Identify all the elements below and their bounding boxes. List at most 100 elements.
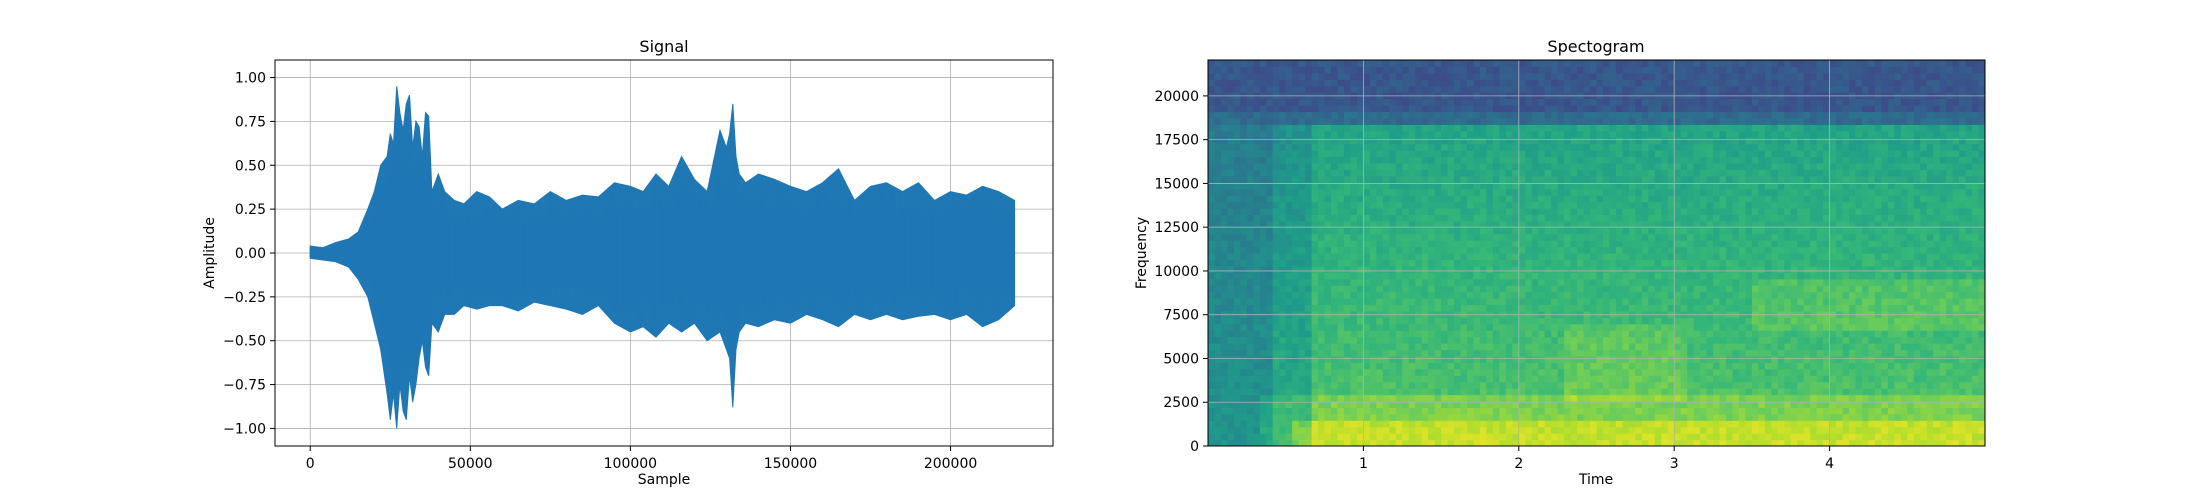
spectrogram-cell <box>1473 118 1480 125</box>
spectrogram-cell <box>1674 382 1681 389</box>
spectrogram-cell <box>1480 420 1487 427</box>
spectrogram-cell <box>1609 369 1616 376</box>
spectrogram-cell <box>1214 356 1221 363</box>
spectrogram-cell <box>1499 86 1506 93</box>
spectrogram-cell <box>1279 157 1286 164</box>
spectrogram-cell <box>1512 169 1519 176</box>
spectrogram-cell <box>1577 388 1584 395</box>
spectrogram-cell <box>1318 420 1325 427</box>
spectrogram-cell <box>1635 388 1642 395</box>
spectrogram-cell <box>1661 157 1668 164</box>
spectrogram-cell <box>1350 324 1357 331</box>
spectrogram-cell <box>1325 414 1332 421</box>
spectrogram-cell <box>1292 105 1299 112</box>
spectrogram-cell <box>1590 369 1597 376</box>
spectrogram-cell <box>1668 195 1675 202</box>
spectrogram-cell <box>1331 279 1338 286</box>
spectrogram-cell <box>1441 298 1448 305</box>
spectrogram-cell <box>1564 292 1571 299</box>
spectrogram-cell <box>1402 131 1409 138</box>
spectrogram-cell <box>1538 272 1545 279</box>
spectrogram-cell <box>1564 247 1571 254</box>
spectrogram-cell <box>1648 163 1655 170</box>
spectrogram-cell <box>1435 247 1442 254</box>
spectrogram-cell <box>1661 324 1668 331</box>
spectrogram-cell <box>1584 163 1591 170</box>
spectrogram-cell <box>1480 227 1487 234</box>
spectrogram-cell <box>1389 407 1396 414</box>
spectrogram-cell <box>1584 272 1591 279</box>
spectrogram-cell <box>1590 266 1597 273</box>
spectrogram-cell <box>1370 137 1377 144</box>
spectrogram-cell <box>1318 169 1325 176</box>
spectrogram-cell <box>1240 227 1247 234</box>
spectrogram-cell <box>1260 99 1267 106</box>
spectrogram-cell <box>1376 144 1383 151</box>
spectrogram-cell <box>1312 356 1319 363</box>
spectrogram-cell <box>1571 414 1578 421</box>
spectrogram-cell <box>1629 202 1636 209</box>
spectrogram-cell <box>1493 157 1500 164</box>
spectrogram-cell <box>1519 195 1526 202</box>
spectrogram-cell <box>1247 337 1254 344</box>
spectrogram-cell <box>1564 343 1571 350</box>
spectrogram-cell <box>1558 343 1565 350</box>
spectrogram-cell <box>1292 124 1299 131</box>
spectrogram-cell <box>1260 298 1267 305</box>
spectrogram-cell <box>1396 395 1403 402</box>
spectrogram-cell <box>1338 73 1345 80</box>
spectrogram-cell <box>1499 395 1506 402</box>
spectrogram-cell <box>1441 350 1448 357</box>
spectrogram-cell <box>1370 111 1377 118</box>
spectrogram-cell <box>1435 150 1442 157</box>
spectrogram-cell <box>1687 362 1694 369</box>
spectrogram-cell <box>1493 144 1500 151</box>
spectrogram-cell <box>1571 86 1578 93</box>
spectrogram-cell <box>1376 317 1383 324</box>
spectrogram-cell <box>1227 79 1234 86</box>
spectrogram-cell <box>1260 111 1267 118</box>
spectrogram-cell <box>1622 292 1629 299</box>
spectrogram-cell <box>1305 395 1312 402</box>
spectrogram-cell <box>1292 150 1299 157</box>
spectrogram-cell <box>1253 137 1260 144</box>
spectrogram-cell <box>1590 189 1597 196</box>
spectrogram-cell <box>1260 407 1267 414</box>
spectrogram-cell <box>1325 375 1332 382</box>
spectrogram-cell <box>1409 292 1416 299</box>
spectrogram-cell <box>1409 427 1416 434</box>
spectrogram-cell <box>1299 272 1306 279</box>
spectrogram-cell <box>1240 292 1247 299</box>
spectrogram-cell <box>1597 86 1604 93</box>
spectrogram-cell <box>1292 99 1299 106</box>
spectrogram-cell <box>1525 79 1532 86</box>
spectrogram-cell <box>1551 304 1558 311</box>
spectrogram-cell <box>1629 99 1636 106</box>
spectrogram-cell <box>1234 298 1241 305</box>
spectrogram-cell <box>1279 124 1286 131</box>
spectrogram-cell <box>1396 227 1403 234</box>
spectrogram-cell <box>1577 150 1584 157</box>
spectrogram-cell <box>1305 247 1312 254</box>
spectrogram-cell <box>1687 86 1694 93</box>
spectrogram-cell <box>1486 298 1493 305</box>
spectrogram-cell <box>1208 298 1215 305</box>
spectrogram-cell <box>1286 169 1293 176</box>
spectrogram-cell <box>1661 189 1668 196</box>
spectrogram-cell <box>1648 350 1655 357</box>
spectrogram-cell <box>1609 144 1616 151</box>
spectrogram-cell <box>1376 395 1383 402</box>
spectrogram-cell <box>1214 292 1221 299</box>
spectrogram-cell <box>1707 414 1714 421</box>
spectrogram-cell <box>1383 247 1390 254</box>
spectrogram-cell <box>1396 137 1403 144</box>
spectrogram-cell <box>1681 375 1688 382</box>
spectrogram-cell <box>1668 137 1675 144</box>
spectrogram-cell <box>1597 79 1604 86</box>
spectrogram-cell <box>1396 234 1403 241</box>
spectrogram-cell <box>1700 285 1707 292</box>
spectrogram-cell <box>1357 279 1364 286</box>
spectrogram-cell <box>1318 382 1325 389</box>
spectrogram-cell <box>1422 427 1429 434</box>
spectrogram-cell <box>1668 253 1675 260</box>
